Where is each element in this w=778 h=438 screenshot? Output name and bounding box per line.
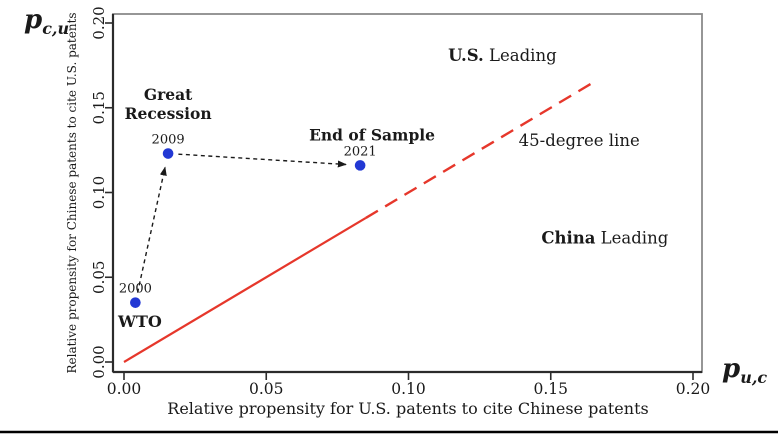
label-us-leading: U.S. Leading (448, 46, 557, 65)
x-axis-symbol: pu,c (722, 354, 767, 387)
x-tick-label: 0.05 (249, 380, 284, 398)
label-wto: WTO (117, 312, 162, 331)
y-tick-label: 0.20 (90, 6, 108, 39)
data-point-2009 (162, 148, 174, 159)
data-point-2000 (130, 297, 141, 308)
data-point-2021 (354, 160, 366, 171)
year-label-2021: 2021 (344, 144, 377, 159)
x-tick-label: 0.00 (107, 380, 142, 398)
y-axis-title: Relative propensity for Chinese patents … (65, 12, 79, 373)
y-tick-label: 0.00 (90, 345, 108, 378)
label-china-leading: China Leading (541, 228, 668, 247)
y-tick-label: 0.05 (90, 261, 108, 294)
y-axis-symbol: pc,u (24, 5, 69, 38)
label-end-of-sample: End of Sample (309, 126, 435, 145)
x-tick-label: 0.20 (676, 380, 711, 398)
year-label-2000: 2000 (119, 282, 152, 297)
label-great-recession: Great (144, 85, 193, 104)
x-tick-label: 0.10 (391, 380, 426, 398)
y-tick-label: 0.15 (90, 91, 108, 124)
x-axis-title: Relative propensity for U.S. patents to … (167, 399, 648, 418)
arrow-2000-to-2009 (136, 166, 167, 293)
arrow-2009-to-2021 (178, 153, 347, 168)
label-great-recession: Recession (125, 104, 212, 123)
x-tick-label: 0.15 (533, 380, 568, 398)
line-45-solid (123, 216, 367, 363)
year-label-2009: 2009 (152, 133, 185, 148)
y-tick-label: 0.10 (90, 176, 108, 209)
label-45-degree-line: 45-degree line (519, 131, 640, 150)
